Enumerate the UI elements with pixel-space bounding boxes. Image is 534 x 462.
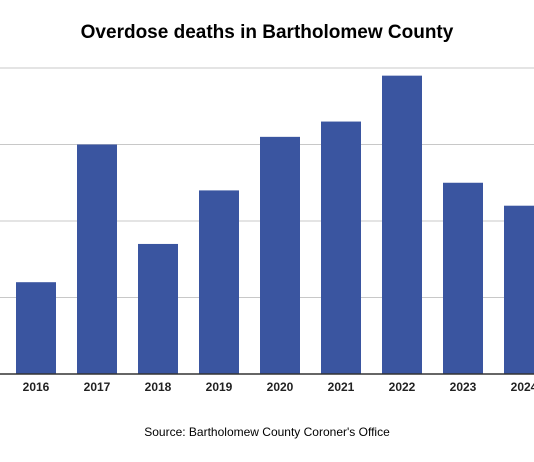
bar-2023 bbox=[443, 182, 483, 374]
x-tick-label: 2016 bbox=[23, 380, 50, 394]
x-tick-label: 2024 bbox=[511, 380, 534, 394]
bars bbox=[16, 75, 534, 375]
x-tick-labels: 2016 2017 2018 2019 2020 2021 2022 2023 2024 bbox=[23, 380, 534, 394]
bar-2018 bbox=[138, 243, 178, 374]
bar-2022 bbox=[382, 75, 422, 375]
x-tick-label: 2017 bbox=[84, 380, 111, 394]
bar-2017 bbox=[77, 144, 117, 374]
chart-title: Overdose deaths in Bartholomew County bbox=[80, 22, 454, 43]
x-tick-label: 2019 bbox=[206, 380, 233, 394]
bar-2021 bbox=[321, 121, 361, 374]
x-tick-label: 2021 bbox=[328, 380, 355, 394]
x-tick-label: 2018 bbox=[145, 380, 172, 394]
bar-2020 bbox=[260, 136, 300, 374]
x-tick-label: 2020 bbox=[267, 380, 294, 394]
x-tick-label: 2023 bbox=[450, 380, 477, 394]
x-tick-label: 2022 bbox=[389, 380, 416, 394]
source-note: Source: Bartholomew County Coroner's Off… bbox=[144, 425, 390, 439]
bar-2019 bbox=[199, 190, 239, 374]
bar-2016 bbox=[16, 282, 56, 374]
bar-2024 bbox=[504, 205, 534, 374]
